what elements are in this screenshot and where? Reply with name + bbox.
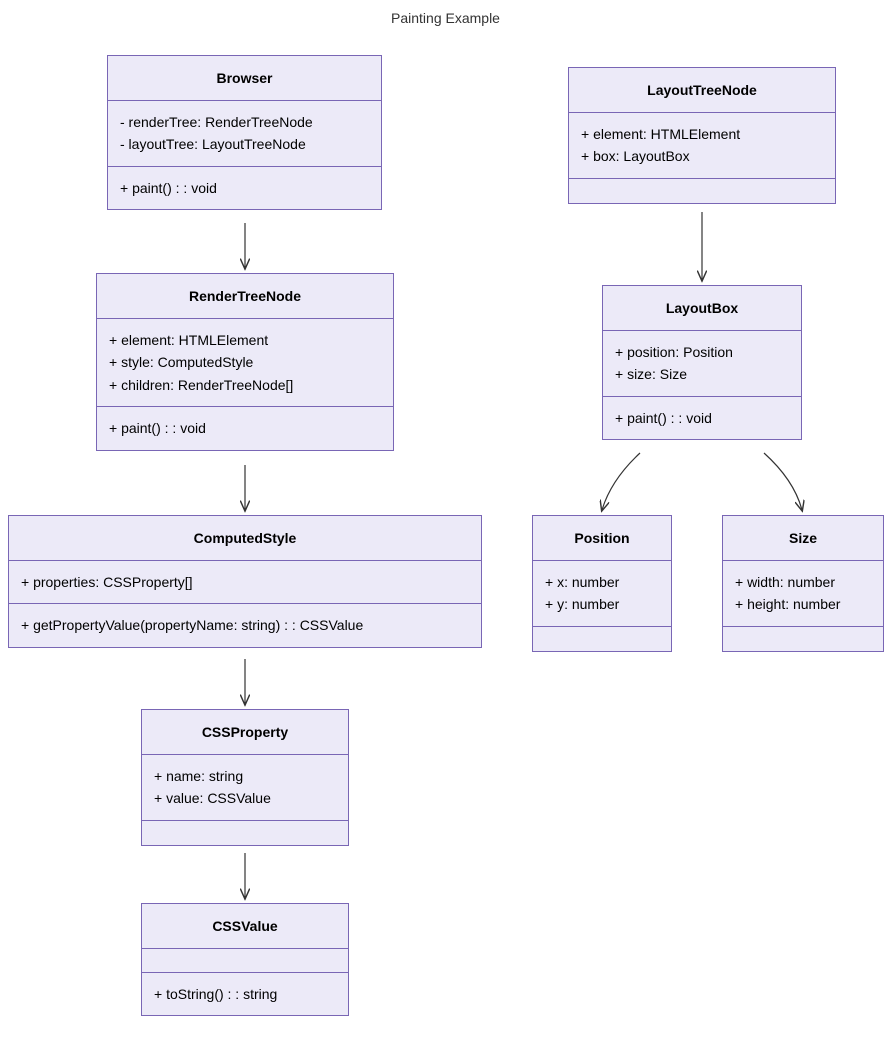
class-css-value: CSSValue + toString() : : string xyxy=(141,903,349,1016)
class-computed-style-attrs: + properties: CSSProperty[] xyxy=(9,561,481,604)
diagram-title: Painting Example xyxy=(0,10,891,26)
attr: - layoutTree: LayoutTreeNode xyxy=(120,133,369,155)
class-css-value-methods: + toString() : : string xyxy=(142,973,348,1015)
attr: + size: Size xyxy=(615,363,789,385)
edge-arrow xyxy=(764,453,802,510)
class-css-property: CSSProperty + name: string + value: CSSV… xyxy=(141,709,349,846)
attr: - renderTree: RenderTreeNode xyxy=(120,111,369,133)
class-layout-box-name: LayoutBox xyxy=(603,286,801,331)
class-position-attrs: + x: number + y: number xyxy=(533,561,671,627)
attr: + y: number xyxy=(545,593,659,615)
class-layout-box-attrs: + position: Position + size: Size xyxy=(603,331,801,397)
class-computed-style-name: ComputedStyle xyxy=(9,516,481,561)
class-layout-tree-node: LayoutTreeNode + element: HTMLElement + … xyxy=(568,67,836,204)
class-browser-name: Browser xyxy=(108,56,381,101)
attr: + width: number xyxy=(735,571,871,593)
class-size-attrs: + width: number + height: number xyxy=(723,561,883,627)
class-browser-methods: + paint() : : void xyxy=(108,167,381,209)
attr: + children: RenderTreeNode[] xyxy=(109,374,381,396)
class-layout-tree-node-name: LayoutTreeNode xyxy=(569,68,835,113)
class-position-name: Position xyxy=(533,516,671,561)
attr: + box: LayoutBox xyxy=(581,145,823,167)
attr: + element: HTMLElement xyxy=(109,329,381,351)
class-computed-style: ComputedStyle + properties: CSSProperty[… xyxy=(8,515,482,648)
method: + paint() : : void xyxy=(120,177,369,199)
class-css-value-attrs xyxy=(142,949,348,973)
class-layout-box-methods: + paint() : : void xyxy=(603,397,801,439)
attr: + style: ComputedStyle xyxy=(109,351,381,373)
class-css-value-name: CSSValue xyxy=(142,904,348,949)
method: + paint() : : void xyxy=(615,407,789,429)
method: + paint() : : void xyxy=(109,417,381,439)
attr: + x: number xyxy=(545,571,659,593)
attr: + element: HTMLElement xyxy=(581,123,823,145)
attr: + name: string xyxy=(154,765,336,787)
class-render-tree-node-attrs: + element: HTMLElement + style: Computed… xyxy=(97,319,393,407)
attr: + height: number xyxy=(735,593,871,615)
class-size-methods xyxy=(723,627,883,651)
attr: + properties: CSSProperty[] xyxy=(21,571,469,593)
class-size: Size + width: number + height: number xyxy=(722,515,884,652)
attr: + value: CSSValue xyxy=(154,787,336,809)
class-css-property-attrs: + name: string + value: CSSValue xyxy=(142,755,348,821)
class-browser: Browser - renderTree: RenderTreeNode - l… xyxy=(107,55,382,210)
edge-arrow xyxy=(602,453,640,510)
class-browser-attrs: - renderTree: RenderTreeNode - layoutTre… xyxy=(108,101,381,167)
attr: + position: Position xyxy=(615,341,789,363)
class-position-methods xyxy=(533,627,671,651)
class-position: Position + x: number + y: number xyxy=(532,515,672,652)
class-css-property-methods xyxy=(142,821,348,845)
method: + toString() : : string xyxy=(154,983,336,1005)
class-layout-box: LayoutBox + position: Position + size: S… xyxy=(602,285,802,440)
class-render-tree-node-name: RenderTreeNode xyxy=(97,274,393,319)
class-size-name: Size xyxy=(723,516,883,561)
class-render-tree-node-methods: + paint() : : void xyxy=(97,407,393,449)
method: + getPropertyValue(propertyName: string)… xyxy=(21,614,469,636)
class-computed-style-methods: + getPropertyValue(propertyName: string)… xyxy=(9,604,481,646)
class-layout-tree-node-attrs: + element: HTMLElement + box: LayoutBox xyxy=(569,113,835,179)
class-css-property-name: CSSProperty xyxy=(142,710,348,755)
class-render-tree-node: RenderTreeNode + element: HTMLElement + … xyxy=(96,273,394,451)
class-layout-tree-node-methods xyxy=(569,179,835,203)
